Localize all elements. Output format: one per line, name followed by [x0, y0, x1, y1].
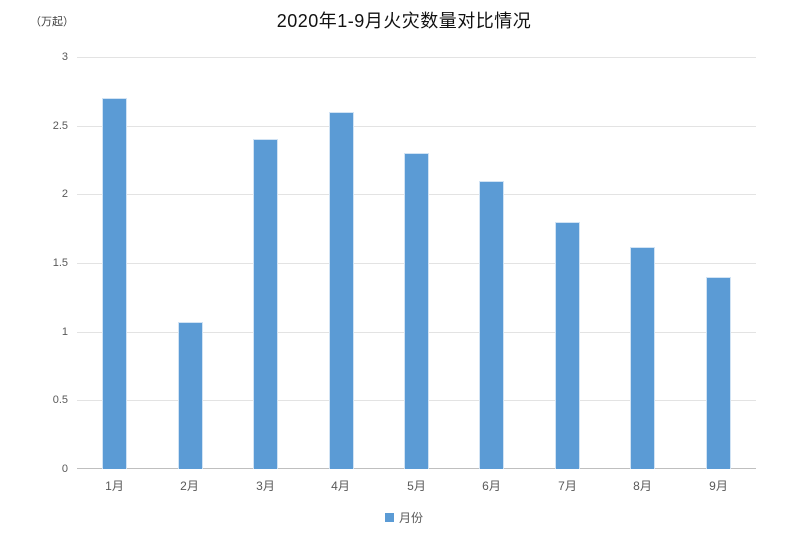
- bar-6月: [479, 181, 504, 469]
- legend: 月份: [0, 509, 808, 526]
- bar-5月: [404, 153, 429, 469]
- x-tick-label: 1月: [105, 479, 124, 493]
- y-tick-label: 2.5: [52, 120, 68, 132]
- bar-3月: [253, 139, 278, 469]
- bar-9月: [706, 277, 731, 469]
- y-tick-label: 0: [61, 463, 68, 475]
- plot-area: [77, 57, 756, 469]
- y-tick-label: 1: [61, 326, 68, 338]
- x-tick-label: 8月: [633, 479, 652, 493]
- x-tick-label: 4月: [331, 479, 350, 493]
- x-tick-label: 3月: [256, 479, 275, 493]
- gridline: [77, 57, 756, 58]
- y-axis-unit-label: （万起）: [30, 16, 74, 28]
- x-tick-label: 6月: [482, 479, 501, 493]
- gridline: [77, 126, 756, 127]
- bar-4月: [329, 112, 354, 469]
- y-tick-label: 1.5: [52, 257, 68, 269]
- bar-8月: [630, 247, 655, 469]
- chart-title: 2020年1-9月火灾数量对比情况: [276, 11, 532, 31]
- x-tick-label: 5月: [407, 479, 426, 493]
- legend-label: 月份: [398, 511, 423, 525]
- legend-swatch-icon: [384, 513, 394, 522]
- x-tick-label: 2月: [180, 479, 199, 493]
- bar-2月: [178, 322, 203, 469]
- y-tick-label: 2: [61, 188, 68, 200]
- y-tick-label: 0.5: [52, 394, 68, 406]
- x-tick-label: 7月: [558, 479, 577, 493]
- y-tick-label: 3: [61, 51, 68, 63]
- bar-1月: [102, 98, 127, 469]
- x-tick-label: 9月: [709, 479, 728, 493]
- bar-7月: [555, 222, 580, 469]
